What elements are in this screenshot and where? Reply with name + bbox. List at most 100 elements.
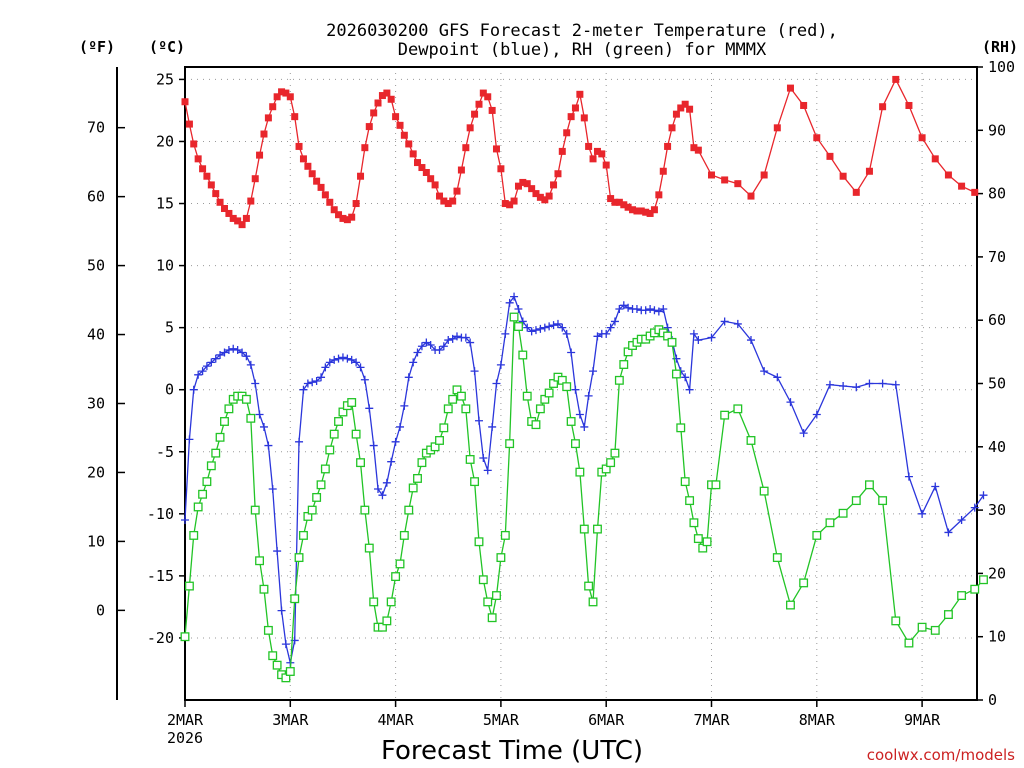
dewpoint-point — [584, 391, 593, 400]
dewpoint-point — [233, 345, 242, 354]
temperature-point — [620, 201, 628, 209]
relative-humidity-point — [404, 505, 414, 515]
relative-humidity-point — [334, 417, 343, 426]
temperature-point — [378, 92, 386, 100]
relative-humidity-point — [360, 505, 370, 515]
dewpoint-point — [488, 422, 497, 431]
dewpoint-point — [707, 333, 716, 342]
rh-tick-label: 40 — [988, 438, 1006, 456]
dewpoint-point — [501, 329, 510, 338]
relative-humidity-point — [408, 483, 418, 493]
temperature-point — [528, 185, 536, 193]
relative-humidity-point — [224, 404, 234, 414]
relative-humidity-point — [246, 413, 256, 423]
celsius-tick-label: -15 — [147, 567, 174, 585]
relative-humidity-point — [241, 394, 251, 404]
dewpoint-point — [404, 373, 413, 382]
relative-humidity-point — [448, 394, 458, 404]
dewpoint-point — [944, 528, 953, 537]
temperature-point — [523, 180, 531, 188]
temperature-point — [650, 206, 658, 214]
relative-humidity-point — [851, 496, 861, 506]
dewpoint-point — [435, 345, 444, 354]
temperature-point — [370, 109, 378, 117]
temperature-point — [506, 201, 514, 209]
temperature-point — [637, 207, 645, 215]
celsius-tick-label: -10 — [147, 505, 174, 523]
dewpoint-point — [426, 341, 435, 350]
relative-humidity-point — [904, 638, 914, 648]
relative-humidity-point — [535, 404, 545, 414]
dewpoint-point — [510, 292, 519, 301]
dewpoint-point — [527, 327, 536, 336]
x-tick-sublabel: 2026 — [167, 729, 203, 747]
temperature-point — [212, 190, 220, 198]
relative-humidity-point — [786, 600, 795, 610]
relative-humidity-point — [957, 591, 967, 601]
dewpoint-point — [878, 379, 887, 388]
dewpoint-point — [540, 323, 549, 332]
x-tick-label: 6MAR — [588, 711, 625, 729]
relative-humidity-point — [531, 420, 541, 430]
temperature-point — [365, 123, 373, 131]
temperature-point — [786, 84, 794, 92]
relative-humidity-point — [584, 581, 594, 591]
dewpoint-point — [641, 306, 650, 315]
temperature-point — [414, 159, 422, 167]
relative-humidity-point — [825, 518, 835, 528]
dewpoint-point — [773, 373, 782, 382]
relative-humidity-point — [347, 398, 357, 407]
temperature-point — [571, 104, 579, 112]
temperature-point — [471, 110, 479, 118]
relative-humidity-point — [483, 597, 493, 607]
plot-axes — [116, 66, 983, 707]
temperature-point — [431, 181, 439, 189]
rh-tick-label: 20 — [988, 564, 1006, 582]
fahrenheit-tick-label: 30 — [87, 394, 105, 412]
dewpoint-point — [255, 410, 264, 419]
temperature-point — [558, 147, 566, 155]
temperature-point — [589, 155, 597, 163]
temperature-point — [918, 134, 926, 142]
temperature-point — [457, 166, 465, 174]
temperature-point — [721, 176, 729, 184]
relative-humidity-point — [487, 613, 497, 623]
relative-humidity-point — [689, 518, 699, 528]
dewpoint-point — [185, 435, 194, 444]
dewpoint-point — [523, 323, 532, 332]
temperature-point — [242, 214, 250, 222]
relative-humidity-point — [693, 534, 703, 544]
temperature-point — [773, 124, 781, 132]
relative-humidity-point — [312, 492, 322, 502]
relative-humidity-point — [759, 486, 769, 496]
relative-humidity-point — [470, 477, 480, 487]
dewpoint-point — [207, 358, 216, 367]
dewpoint-point — [299, 385, 308, 394]
relative-humidity-point — [588, 597, 598, 607]
temperature-point — [335, 211, 343, 219]
temperature-point — [497, 165, 505, 173]
dewpoint-point — [448, 334, 457, 343]
relative-humidity-point — [193, 502, 203, 512]
relative-humidity-point — [220, 417, 229, 426]
temperature-point — [339, 214, 347, 222]
chart-title-line-1: 2026030200 GFS Forecast 2-meter Temperat… — [326, 21, 838, 41]
credit-link[interactable]: coolwx.com/models — [867, 746, 1015, 764]
temperature-point — [374, 99, 382, 107]
dewpoint-point — [549, 321, 558, 330]
dewpoint-point — [505, 298, 514, 307]
dewpoint-point — [553, 319, 562, 328]
relative-humidity-point — [290, 594, 300, 604]
x-tick-label: 9MAR — [904, 711, 941, 729]
dewpoint-point — [492, 379, 501, 388]
relative-humidity-point — [514, 322, 523, 331]
relative-humidity-point — [356, 458, 365, 468]
chart-title-line-2: Dewpoint (blue), RH (green) for MMMX — [398, 40, 767, 60]
relative-humidity-point — [325, 445, 335, 455]
temperature-point — [225, 209, 233, 217]
dewpoint-point — [466, 338, 475, 347]
temperature-series — [181, 75, 979, 229]
temperature-point — [282, 89, 290, 97]
relative-humidity-point — [878, 496, 888, 506]
fahrenheit-tick-label: 70 — [87, 119, 105, 137]
